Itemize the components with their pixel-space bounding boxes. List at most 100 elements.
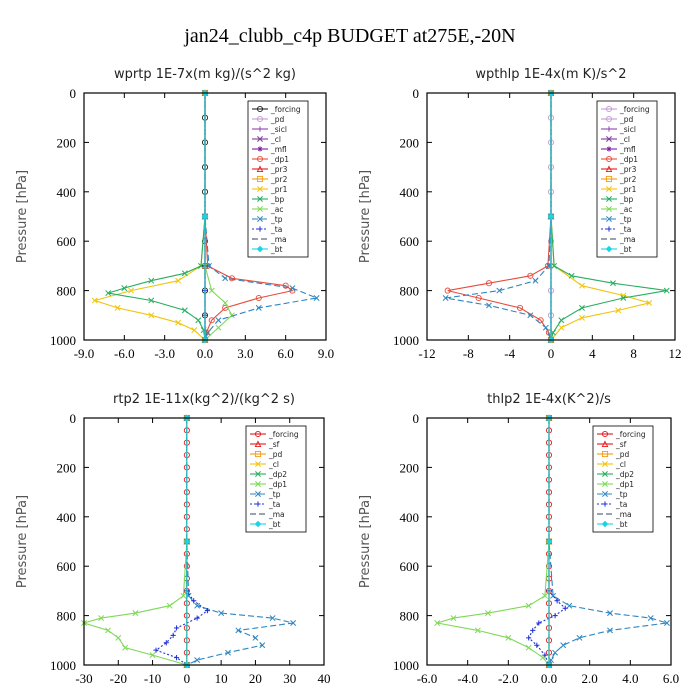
data-point: [128, 287, 135, 294]
series-line: [204, 93, 233, 341]
y-tick-label: 200: [400, 460, 420, 475]
legend-label: _pr1: [619, 185, 637, 194]
legend-marker: [606, 136, 612, 142]
legend-marker: [605, 115, 613, 123]
data-point: [486, 302, 492, 309]
chart-title: thlp2 1E-4x(K^2)/s: [487, 392, 611, 407]
legend-marker: [605, 105, 613, 113]
data-point: [208, 317, 215, 324]
y-tick-label: 1000: [393, 333, 419, 348]
legend-label: _dp1: [619, 155, 638, 164]
legend-marker: [255, 461, 261, 467]
data-point: [547, 213, 555, 220]
legend-label: _tp: [615, 490, 628, 499]
chart-title: wpthlp 1E-4x(m K)/s^2: [475, 67, 626, 82]
y-tick-label: 0: [70, 86, 77, 101]
legend-label: _cl: [619, 135, 630, 144]
legend-marker: [257, 136, 263, 142]
data-point: [620, 295, 627, 301]
legend-label: _pr3: [270, 165, 288, 174]
data-point: [206, 262, 212, 269]
legend-label: _ma: [270, 235, 287, 244]
x-tick-label: -30: [75, 671, 92, 686]
y-axis-label: Pressure [hPa]: [358, 495, 373, 588]
legend-label: _ta: [268, 500, 280, 509]
data-point: [121, 285, 128, 292]
legend-label: _pd: [615, 450, 630, 459]
x-tick-label: -20: [110, 671, 127, 686]
series-line: [92, 93, 206, 341]
data-point: [208, 287, 215, 294]
data-point: [647, 615, 654, 622]
legend-marker: [606, 126, 612, 132]
legend-marker: [257, 226, 263, 232]
series-line: [204, 93, 294, 341]
series-dp1: [434, 415, 552, 668]
data-point: [444, 287, 451, 294]
legend-marker: [606, 226, 612, 232]
y-tick-label: 400: [400, 510, 420, 525]
legend-label: _sf: [268, 440, 280, 449]
y-tick-label: 0: [413, 86, 420, 101]
legend-marker: [254, 520, 262, 528]
legend-marker: [606, 146, 612, 152]
data-point: [568, 272, 575, 279]
legend-label: _dp1: [270, 155, 289, 164]
x-tick-label: 0.0: [197, 346, 213, 361]
x-tick-label: 9.0: [318, 346, 334, 361]
legend-marker: [257, 196, 263, 202]
legend-label: _bp: [619, 195, 634, 204]
series-line: [445, 93, 552, 341]
data-point: [122, 644, 129, 651]
data-point: [255, 294, 262, 302]
legend-label: _sf: [615, 440, 627, 449]
legend-marker: [255, 481, 261, 487]
series-bt: [547, 89, 555, 344]
data-point: [259, 642, 266, 649]
data-point: [148, 312, 155, 319]
legend-marker: [605, 175, 613, 183]
legend-label: _ta: [619, 225, 631, 234]
data-point: [579, 282, 585, 289]
legend-marker: [601, 520, 609, 528]
series-line: [108, 93, 206, 341]
data-point: [215, 324, 222, 331]
data-point: [505, 634, 512, 641]
data-point: [607, 627, 613, 634]
data-point: [554, 598, 560, 604]
legend: _forcing_sf_pd_cl_dp2_dp1_tp_ta_ma_bt: [592, 425, 654, 533]
legend-label: _pd: [268, 450, 283, 459]
data-point: [560, 642, 567, 649]
legend-marker: [605, 245, 613, 253]
legend-label: _ac: [270, 205, 283, 214]
y-tick-label: 800: [400, 284, 420, 299]
legend-marker: [255, 501, 261, 507]
y-tick-label: 400: [57, 185, 77, 200]
data-point: [485, 280, 493, 287]
y-tick-label: 600: [400, 559, 420, 574]
legend-marker: [256, 105, 264, 113]
data-point: [175, 277, 182, 284]
y-tick-label: 200: [57, 460, 77, 475]
data-point: [450, 615, 457, 622]
legend-marker: [256, 115, 264, 123]
data-point: [252, 634, 259, 641]
data-point: [496, 287, 503, 294]
legend-label: _cl: [270, 135, 281, 144]
x-tick-label: 0.0: [541, 671, 557, 686]
data-point: [173, 625, 180, 631]
series-tp: [183, 415, 297, 668]
y-axis-label: Pressure [hPa]: [15, 170, 30, 263]
legend-marker: [257, 206, 263, 212]
legend-marker: [256, 175, 264, 183]
y-tick-label: 800: [400, 609, 420, 624]
x-tick-label: 6.0: [278, 346, 294, 361]
data-point: [195, 317, 202, 324]
plot-frame: [83, 417, 325, 666]
data-point: [153, 647, 159, 653]
legend-label: _pr1: [270, 185, 288, 194]
data-point: [562, 605, 568, 611]
data-point: [527, 272, 534, 279]
legend-label: _ma: [268, 510, 285, 519]
legend-marker: [602, 491, 608, 497]
